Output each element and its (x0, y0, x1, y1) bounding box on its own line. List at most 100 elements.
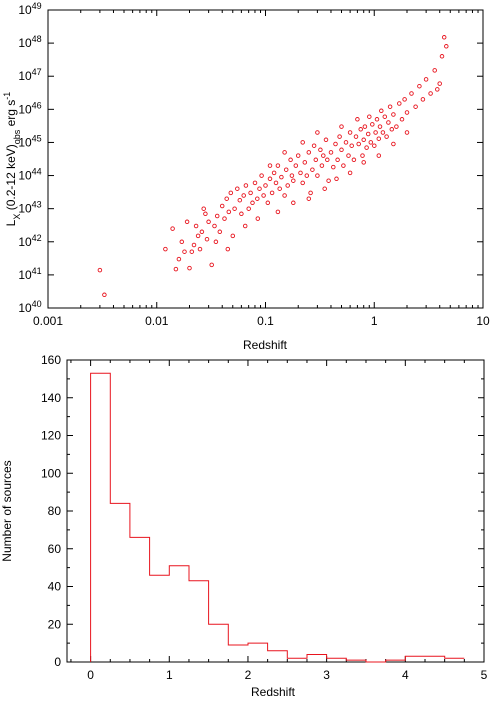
scatter-point (319, 163, 325, 168)
scatter-point (252, 180, 258, 186)
scatter-point (417, 83, 422, 89)
scatter-point (239, 211, 244, 217)
scatter-point (257, 186, 262, 191)
scatter-point (163, 246, 168, 252)
scatter-point (189, 249, 195, 254)
scatter-point (367, 114, 372, 119)
scatter-point (300, 180, 305, 186)
histogram-y-tick-label: 100 (41, 466, 61, 480)
scatter-point (193, 223, 199, 229)
scatter-point (235, 186, 240, 191)
scatter-point (397, 101, 402, 106)
scatter-point (315, 173, 320, 178)
scatter-point (265, 200, 271, 206)
scatter-point (241, 193, 246, 198)
scatter-point (399, 117, 405, 122)
scatter-x-tick-label: 0.001 (33, 314, 63, 328)
scatter-point (219, 203, 225, 209)
scatter-point (377, 124, 383, 129)
scatter-point (206, 219, 211, 225)
histogram-x-tick-label: 0 (87, 668, 94, 682)
scatter-point (355, 117, 360, 122)
scatter-point (306, 150, 312, 155)
scatter-point (209, 262, 214, 268)
scatter-point (217, 229, 223, 235)
histogram-x-tick-label: 1 (166, 668, 173, 682)
scatter-x-tick-label: 1 (371, 314, 378, 328)
scatter-point (365, 131, 371, 137)
scatter-point (225, 246, 231, 252)
scatter-point (313, 157, 319, 163)
scatter-point (341, 163, 346, 168)
scatter-point (191, 242, 197, 248)
histogram-y-tick-label: 160 (41, 353, 61, 367)
scatter-point (382, 114, 388, 119)
scatter-point (326, 178, 331, 183)
scatter-point (420, 97, 426, 102)
scatter-point (335, 157, 340, 163)
scatter-point (321, 153, 326, 158)
scatter-point (404, 110, 410, 115)
histogram-y-tick-label: 80 (48, 504, 62, 518)
histogram-x-axis: 0 1 2 3 4 5 (70, 360, 488, 682)
scatter-point (255, 196, 260, 201)
histogram-y-tick-label: 20 (48, 617, 62, 631)
scatter-point (323, 137, 329, 143)
histogram-y-tick-label: 120 (41, 429, 61, 443)
histogram-x-tick-label: 5 (481, 668, 488, 682)
scatter-point (439, 54, 445, 59)
scatter-point (389, 127, 395, 132)
scatter-point (444, 44, 449, 49)
scatter-point (362, 124, 368, 129)
scatter-point (302, 160, 308, 165)
histogram-y-tick-label: 60 (48, 542, 62, 556)
scatter-point (289, 173, 295, 178)
scatter-point (300, 140, 305, 145)
scatter-point (182, 249, 187, 254)
scatter-point (237, 197, 243, 203)
scatter-point (315, 130, 320, 135)
scatter-point (435, 87, 440, 92)
scatter-point (428, 91, 433, 96)
scatter-point (248, 190, 253, 196)
scatter-point (102, 292, 107, 298)
scatter-point (228, 190, 234, 196)
scatter-point (328, 150, 334, 155)
scatter-y-axis-label: LX (0.2-12 keV)obs erg s-1 (2, 92, 22, 227)
scatter-point (250, 200, 255, 206)
scatter-point (423, 77, 429, 82)
scatter-x-tick-label: 0.1 (257, 314, 274, 328)
scatter-point (370, 122, 375, 127)
scatter-point (310, 167, 315, 172)
scatter-point (356, 141, 361, 147)
scatter-point (391, 112, 396, 117)
histogram-x-tick-label: 2 (245, 668, 252, 682)
scatter-point (372, 143, 377, 148)
scatter-point (271, 170, 277, 176)
scatter-point (304, 173, 310, 178)
scatter-point (224, 196, 229, 201)
scatter-point (349, 143, 354, 148)
scatter-point (259, 173, 264, 178)
scatter-point (291, 200, 296, 206)
scatter-point (402, 97, 407, 102)
scatter-point (373, 130, 378, 135)
scatter-point (184, 219, 190, 225)
scatter-point (214, 213, 220, 219)
scatter-point (387, 104, 393, 109)
scatter-point (279, 174, 284, 180)
scatter-point (337, 134, 342, 139)
scatter-point (230, 233, 236, 239)
scatter-point (358, 127, 363, 132)
scatter-y-tick-label: 1044 (18, 167, 41, 183)
scatter-point (347, 130, 353, 135)
scatter-point (204, 236, 210, 242)
scatter-point (351, 157, 357, 163)
scatter-y-tick-label: 1046 (18, 100, 41, 116)
scatter-point (413, 104, 418, 109)
scatter-point (173, 266, 179, 272)
histogram-x-tick-label: 4 (402, 668, 409, 682)
scatter-point (306, 196, 312, 201)
scatter-x-tick-label: 0.01 (145, 314, 169, 328)
